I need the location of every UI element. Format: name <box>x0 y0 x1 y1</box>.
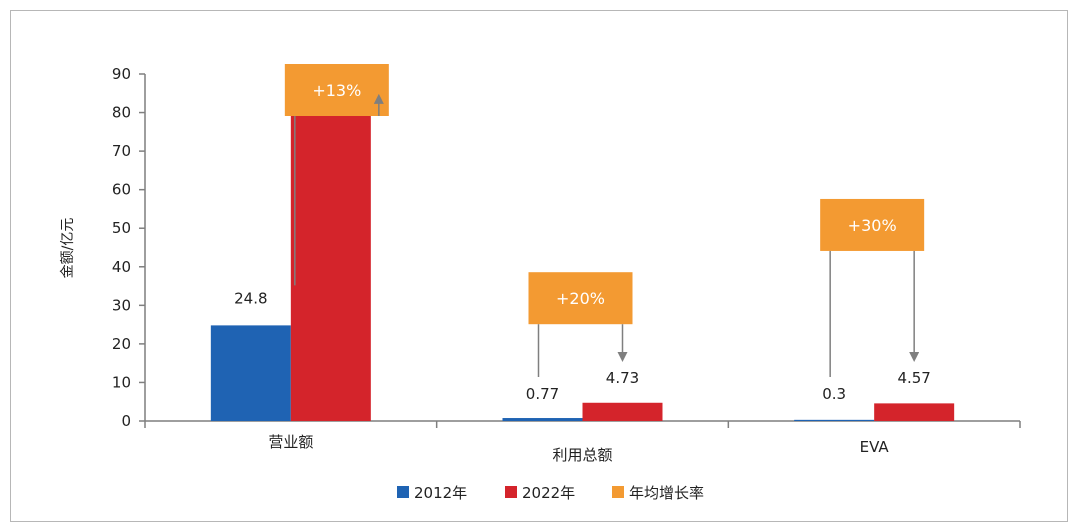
bar-2012 <box>210 325 291 421</box>
y-tick-label: 10 <box>112 373 131 391</box>
chart-frame <box>10 10 1068 522</box>
bar-2022 <box>874 403 955 421</box>
y-tick-label: 70 <box>112 142 131 160</box>
bar-2012 <box>502 418 583 421</box>
growth-label: +13% <box>312 81 361 100</box>
bar-2022 <box>290 104 371 421</box>
data-label-2022: 4.57 <box>897 369 930 387</box>
data-label-2022: 4.73 <box>606 369 639 387</box>
legend-swatch <box>505 486 517 498</box>
x-category-label: 利用总额 <box>552 446 612 464</box>
data-label-2012: 0.77 <box>526 385 559 403</box>
y-tick-label: 30 <box>112 296 131 314</box>
growth-annotations: 24.8820.774.730.34.57+13%+20%+30% <box>234 64 931 403</box>
y-axis-label: 金额/亿元 <box>60 218 76 279</box>
y-tick-label: 80 <box>112 104 131 122</box>
growth-label: +20% <box>556 289 605 308</box>
legend-swatch <box>397 486 409 498</box>
legend: 2012年 2022年 年均增长率 <box>397 484 704 502</box>
y-tick-label: 20 <box>112 335 131 353</box>
data-label-2012: 0.3 <box>822 385 846 403</box>
growth-label: +30% <box>848 216 897 235</box>
y-tick-label: 60 <box>112 181 131 199</box>
x-category-label: 营业额 <box>268 433 313 451</box>
growth-box <box>820 198 925 251</box>
bar-2022 <box>582 402 663 421</box>
growth-box <box>528 272 633 325</box>
y-tick-label: 90 <box>112 65 131 83</box>
bar-2012 <box>794 419 875 421</box>
legend-label: 2022年 <box>522 484 575 502</box>
y-tick-label: 40 <box>112 258 131 276</box>
bars <box>210 104 955 421</box>
y-tick-label: 50 <box>112 219 131 237</box>
growth-box <box>284 64 389 116</box>
x-category-label: EVA <box>860 438 890 456</box>
legend-label: 年均增长率 <box>629 484 704 502</box>
y-tick-label: 0 <box>121 412 131 430</box>
legend-label: 2012年 <box>414 484 467 502</box>
data-label-2012: 24.8 <box>234 289 267 307</box>
legend-swatch <box>612 486 624 498</box>
